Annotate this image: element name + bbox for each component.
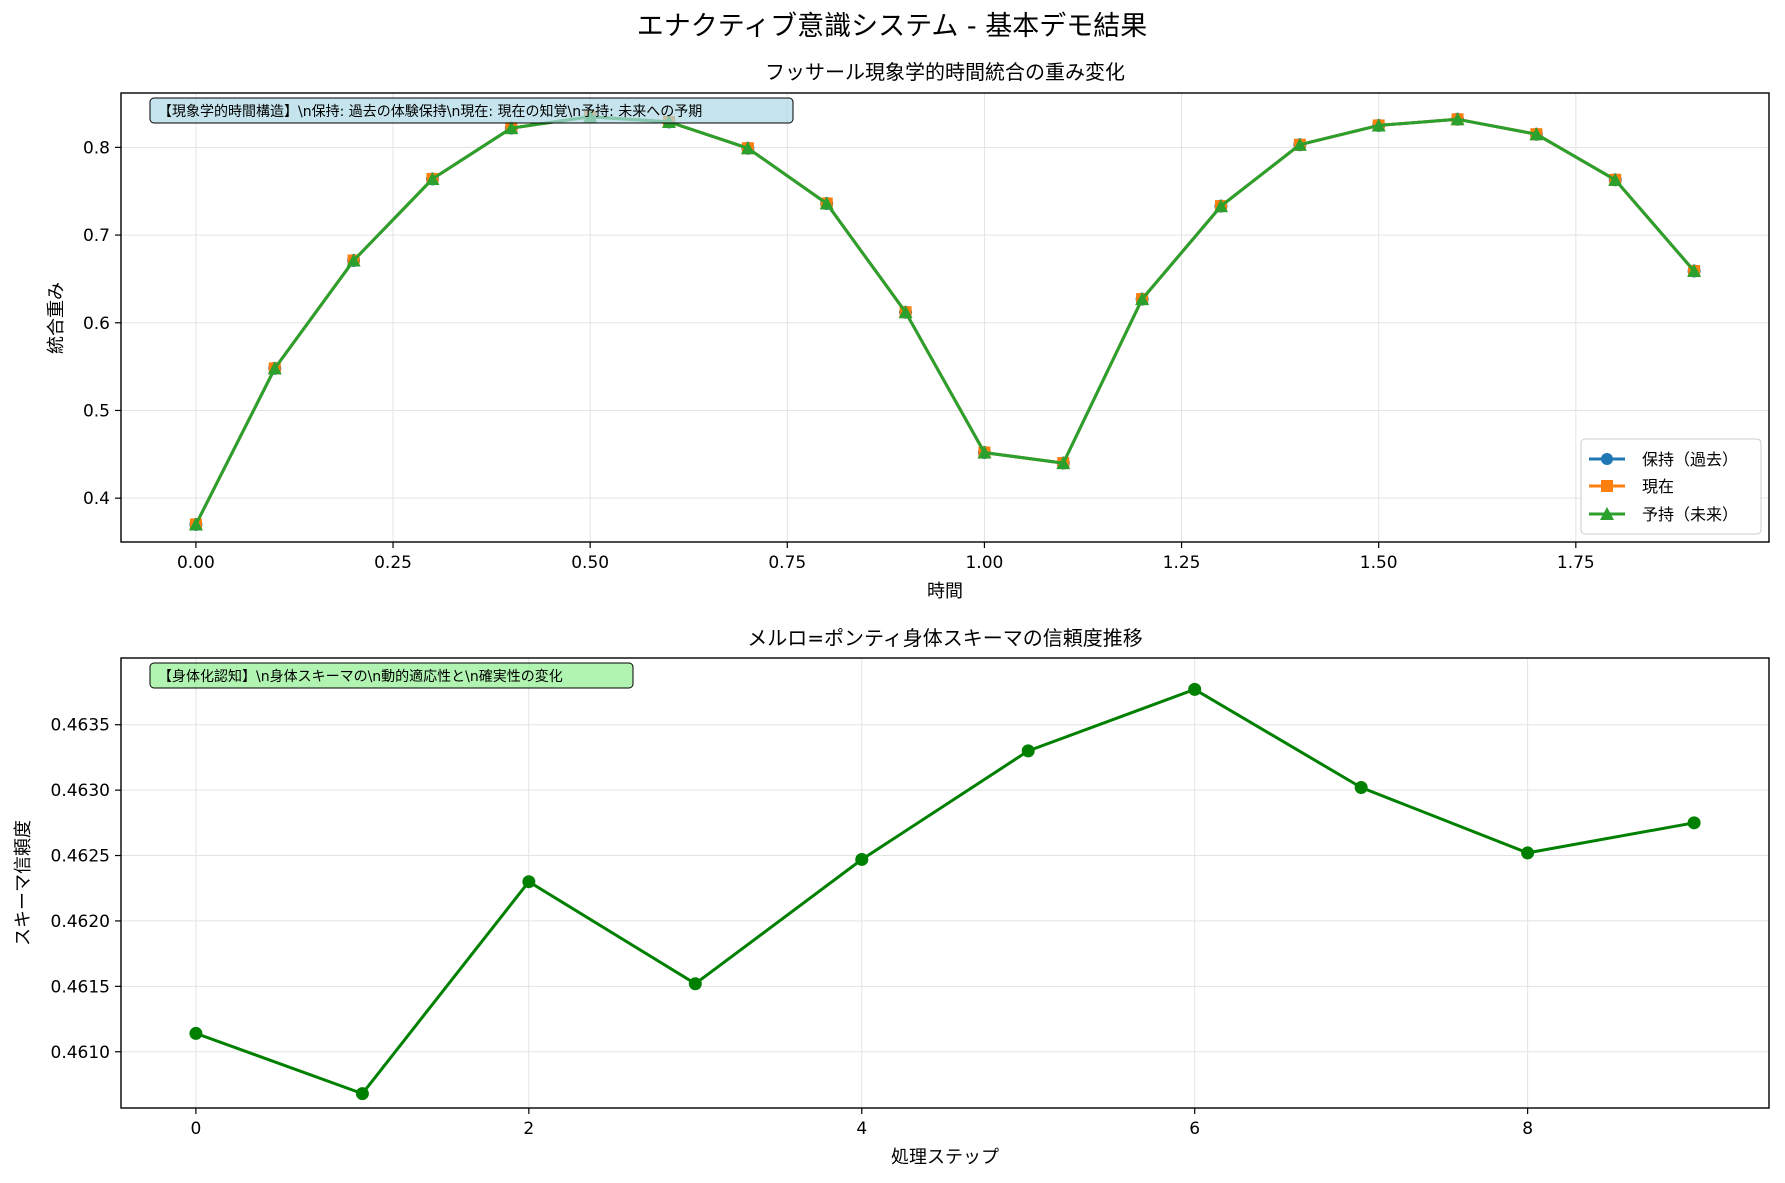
- data-point: [1292, 137, 1307, 151]
- y-tick-label: 0.4635: [51, 716, 110, 736]
- panel2-title: メルロ=ポンティ身体スキーマの信頼度推移: [747, 626, 1143, 650]
- panel2-annotation: 【身体化認知】\n身体スキーマの\n動的適応性と\n確実性の変化: [149, 662, 634, 689]
- legend-marker-present: [1601, 480, 1613, 492]
- x-tick-label: 8: [1522, 1119, 1533, 1139]
- data-point: [355, 1087, 369, 1101]
- y-tick-label: 0.7: [83, 226, 110, 246]
- data-point: [977, 445, 992, 459]
- series-line-2: [194, 115, 1696, 526]
- legend-label-protention: 予持（未来）: [1642, 505, 1738, 524]
- data-point: [1687, 264, 1702, 278]
- data-point: [346, 253, 361, 267]
- panel1-grid: [121, 93, 1769, 542]
- panel2-x-ticks: 0 2 4 6 8: [190, 1108, 1533, 1139]
- panel2-grid: [121, 658, 1769, 1108]
- x-tick-label: 1.75: [1557, 553, 1595, 573]
- series-line-1: [195, 687, 1695, 1096]
- data-point: [189, 1026, 203, 1040]
- panel2-y-ticks: 0.4610 0.4615 0.4620 0.4625 0.4630 0.4635: [51, 716, 121, 1063]
- panel2-annotation-box: [149, 662, 634, 689]
- data-point: [1521, 846, 1535, 860]
- data-point: [898, 305, 913, 319]
- data-point: [1188, 682, 1202, 696]
- x-tick-label: 2: [523, 1119, 534, 1139]
- data-point: [1529, 127, 1544, 141]
- legend-box: [1580, 438, 1762, 535]
- data-point: [1021, 744, 1035, 758]
- data-point: [522, 875, 536, 889]
- legend-label-retention: 保持（過去）: [1642, 450, 1738, 469]
- y-tick-label: 0.4610: [51, 1043, 110, 1063]
- panel1-frame: [120, 92, 1770, 543]
- y-tick-label: 0.4: [83, 489, 110, 509]
- data-point: [504, 121, 519, 135]
- panel2-series: [189, 682, 1701, 1101]
- x-tick-label: 6: [1189, 1119, 1200, 1139]
- y-tick-label: 0.5: [83, 401, 110, 421]
- data-point: [819, 196, 834, 210]
- panel2-x-label: 処理ステップ: [891, 1147, 999, 1168]
- x-tick-label: 0.75: [768, 553, 806, 573]
- data-point: [267, 361, 282, 375]
- data-point: [740, 141, 755, 155]
- x-tick-label: 1.00: [965, 553, 1003, 573]
- data-point: [425, 171, 440, 185]
- y-tick-label: 0.4615: [51, 977, 110, 997]
- data-point: [1056, 456, 1071, 470]
- data-point: [1371, 118, 1386, 132]
- panel1-x-label: 時間: [927, 581, 963, 602]
- legend-marker-protention: [1600, 507, 1614, 520]
- panel-temporal-integration: フッサール現象学的時間統合の重み変化 0.00 0.25 0.50 0.75 1.00 1…: [46, 60, 1770, 602]
- data-point: [1608, 172, 1623, 186]
- x-tick-label: 4: [856, 1119, 867, 1139]
- x-tick-label: 1.25: [1163, 553, 1201, 573]
- data-point: [1687, 816, 1701, 830]
- x-tick-label: 0: [190, 1119, 201, 1139]
- panel1-annotation: 【現象学的時間構造】\n保持: 過去の体験保持\n現在: 現在の知覚\n予持: …: [149, 97, 794, 124]
- panel1-y-ticks: 0.4 0.5 0.6 0.7 0.8: [83, 138, 121, 509]
- panel2-annotation-text: 【身体化認知】\n身体スキーマの\n動的適応性と\n確実性の変化: [158, 668, 563, 685]
- y-tick-label: 0.8: [83, 138, 110, 158]
- data-point: [1213, 199, 1228, 213]
- data-point: [1135, 292, 1150, 306]
- panel1-annotation-box: [149, 97, 794, 124]
- panel2-frame: [120, 657, 1770, 1109]
- x-tick-label: 0.50: [571, 553, 609, 573]
- legend-marker-retention: [1601, 453, 1613, 465]
- y-tick-label: 0.4625: [51, 847, 110, 867]
- y-tick-label: 0.4630: [51, 781, 110, 801]
- x-tick-label: 0.25: [374, 553, 412, 573]
- panel2-y-label: スキーマ信頼度: [13, 820, 34, 946]
- panel1-x-ticks: 0.00 0.25 0.50 0.75 1.00 1.25 1.50 1.75: [177, 542, 1595, 573]
- data-point: [188, 517, 203, 531]
- data-point: [855, 852, 869, 866]
- data-point: [1450, 112, 1465, 126]
- x-tick-label: 1.50: [1360, 553, 1398, 573]
- figure-title: エナクティブ意識システム - 基本デモ結果: [637, 11, 1147, 42]
- panel1-y-label: 統合重み: [46, 282, 67, 354]
- panel1-title: フッサール現象学的時間統合の重み変化: [765, 60, 1125, 84]
- y-tick-label: 0.6: [83, 314, 110, 334]
- panel1-series: [188, 109, 1702, 531]
- series-line-3: [194, 115, 1696, 526]
- y-tick-label: 0.4620: [51, 912, 110, 932]
- data-point: [1354, 781, 1368, 795]
- legend-label-present: 現在: [1642, 477, 1674, 496]
- panel1-annotation-text: 【現象学的時間構造】\n保持: 過去の体験保持\n現在: 現在の知覚\n予持: …: [158, 103, 702, 120]
- data-point: [688, 977, 702, 991]
- series-line-1: [194, 115, 1696, 526]
- panel1-legend: 保持（過去） 現在 予持（未来）: [1580, 438, 1762, 535]
- x-tick-label: 0.00: [177, 553, 215, 573]
